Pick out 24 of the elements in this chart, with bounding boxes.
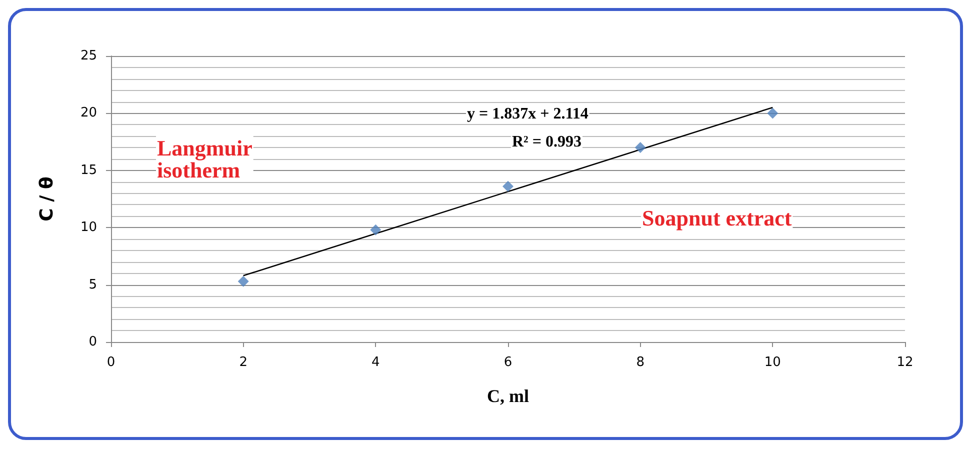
x-tick-label: 2 bbox=[239, 355, 248, 370]
y-axis-title: C / θ bbox=[36, 176, 58, 222]
x-tick-label: 10 bbox=[764, 355, 781, 370]
y-tick-label: 20 bbox=[80, 106, 97, 121]
annotation: Langmuir isotherm bbox=[157, 136, 253, 182]
y-tick-label: 10 bbox=[80, 220, 97, 236]
x-tick-label: 4 bbox=[372, 355, 380, 370]
point bbox=[370, 224, 382, 236]
x-tick-label: 12 bbox=[896, 355, 914, 370]
y-tick-label: 25 bbox=[80, 48, 97, 64]
point bbox=[238, 276, 249, 287]
annotation: R² = 0.993 bbox=[512, 134, 582, 150]
x-tick-label: 6 bbox=[504, 355, 512, 370]
x-tick-label: 0 bbox=[106, 355, 116, 370]
y-tick-label: 0 bbox=[88, 334, 97, 350]
annotation: Soapnut extract bbox=[642, 206, 792, 230]
y-tick-label: 15 bbox=[80, 162, 97, 178]
x-tick-label: 8 bbox=[636, 355, 644, 370]
y-tick-label: 5 bbox=[88, 277, 97, 292]
x-axis-title: C, ml bbox=[487, 386, 529, 406]
point bbox=[634, 142, 646, 154]
point bbox=[767, 108, 778, 119]
point bbox=[502, 180, 514, 192]
annotation: y = 1.837x + 2.114 bbox=[467, 106, 588, 122]
